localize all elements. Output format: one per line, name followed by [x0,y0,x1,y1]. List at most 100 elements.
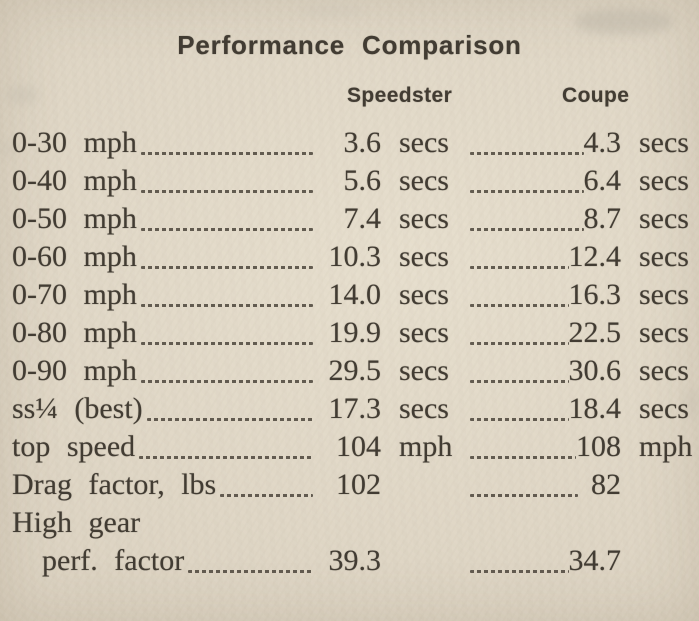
coupe-cell: 4.3 [470,124,621,162]
table-row: High gear [12,504,695,542]
speedster-unit: secs [399,278,449,311]
dot-leader [140,276,314,314]
coupe-cell: 8.7 [470,200,621,238]
coupe-cell: 12.4 [470,238,621,276]
coupe-value: 4.3 [583,126,622,159]
table-row: Drag factor, lbs 102 82 [12,466,695,504]
table-row: top speed 104 mph 108 mph [12,428,695,466]
table-row: 0-40 mph 5.6 secs 6.4 secs [12,162,695,200]
speedster-value: 39.3 [328,544,382,577]
row-label: 0-50 mph [12,202,137,235]
row-label: 0-90 mph [12,354,137,387]
table-row: 0-70 mph 14.0 secs 16.3 secs [12,276,695,314]
speedster-value: 7.4 [343,202,382,235]
dot-leader [140,314,314,352]
dot-leader [470,352,569,390]
dot-leader [470,162,584,200]
dot-leader [146,390,314,428]
speedster-unit [381,466,470,504]
coupe-unit: secs [639,392,689,425]
dot-leader [470,314,569,352]
dot-leader [144,504,313,542]
column-header-coupe: Coupe [562,84,630,107]
coupe-unit: secs [639,240,689,273]
coupe-value: 12.4 [568,240,622,273]
dot-leader [470,276,569,314]
coupe-value: 22.5 [568,316,622,349]
coupe-value: 108 [576,430,621,463]
table-row: perf. factor 39.3 34.7 [12,542,695,580]
coupe-value: 16.3 [568,278,622,311]
row-label: ss¼ (best) [12,392,143,425]
performance-table: 0-30 mph 3.6 secs 4.3 secs 0-40 mph 5.6 secs 6.4… [0,124,699,580]
table-row: 0-50 mph 7.4 secs 8.7 secs [12,200,695,238]
dot-leader [470,124,584,162]
coupe-unit: secs [639,164,689,197]
speedster-value: 29.5 [328,354,382,387]
table-row: 0-80 mph 19.9 secs 22.5 secs [12,314,695,352]
table-row: 0-30 mph 3.6 secs 4.3 secs [12,124,695,162]
row-label: 0-70 mph [12,278,137,311]
coupe-unit: secs [639,202,689,235]
speedster-value: 19.9 [328,316,382,349]
speedster-unit: secs [399,240,449,273]
coupe-cell: 16.3 [470,276,621,314]
table-row: ss¼ (best) 17.3 secs 18.4 secs [12,390,695,428]
dot-leader [140,162,314,200]
dot-leader [188,542,313,580]
coupe-unit: secs [639,354,689,387]
speedster-unit: secs [399,126,449,159]
speedster-unit: secs [399,316,449,349]
table-row: 0-60 mph 10.3 secs 12.4 secs [12,238,695,276]
coupe-value: 6.4 [583,164,622,197]
row-label: Drag factor, lbs [12,468,217,501]
speedster-value: 102 [336,468,381,501]
coupe-unit: secs [639,126,689,159]
speedster-value: 5.6 [343,164,382,197]
coupe-value: 30.6 [568,354,622,387]
coupe-cell: 18.4 [470,390,621,428]
column-headers: Speedster Coupe [0,82,699,110]
speedster-unit [381,542,470,580]
dot-leader [470,542,569,580]
coupe-cell: 22.5 [470,314,621,352]
speedster-unit: secs [399,392,449,425]
coupe-value: 8.7 [583,202,622,235]
coupe-cell: 30.6 [470,352,621,390]
speedster-value: 3.6 [343,126,382,159]
coupe-cell: 6.4 [470,162,621,200]
dot-leader [139,428,313,466]
coupe-value: 82 [591,468,621,501]
bleed-through-smudge [300,4,364,17]
row-label: High gear [12,506,141,539]
row-label: 0-40 mph [12,164,137,197]
speedster-unit: secs [399,202,449,235]
speedster-unit: secs [399,164,449,197]
dot-leader [470,390,569,428]
dot-leader [140,124,314,162]
speedster-value: 104 [336,430,381,463]
row-label: 0-30 mph [12,126,137,159]
dot-leader [140,352,314,390]
speedster-value: 10.3 [328,240,382,273]
coupe-cell: 108 [470,428,621,466]
page-title: Performance Comparison [177,30,522,60]
dot-leader [470,238,569,276]
coupe-unit [621,542,695,580]
row-label: 0-60 mph [12,240,137,273]
coupe-unit: secs [639,316,689,349]
coupe-value: 34.7 [568,544,622,577]
coupe-unit: secs [639,278,689,311]
coupe-unit [621,466,695,504]
coupe-cell: 82 [470,466,621,504]
dot-leader [470,200,584,238]
dot-leader [140,238,314,276]
table-row: 0-90 mph 29.5 secs 30.6 secs [12,352,695,390]
coupe-cell: 34.7 [470,542,621,580]
coupe-value: 18.4 [568,392,622,425]
dot-leader [470,428,576,466]
row-label: 0-80 mph [12,316,137,349]
row-label: perf. factor [42,544,185,577]
row-label: top speed [12,430,136,463]
